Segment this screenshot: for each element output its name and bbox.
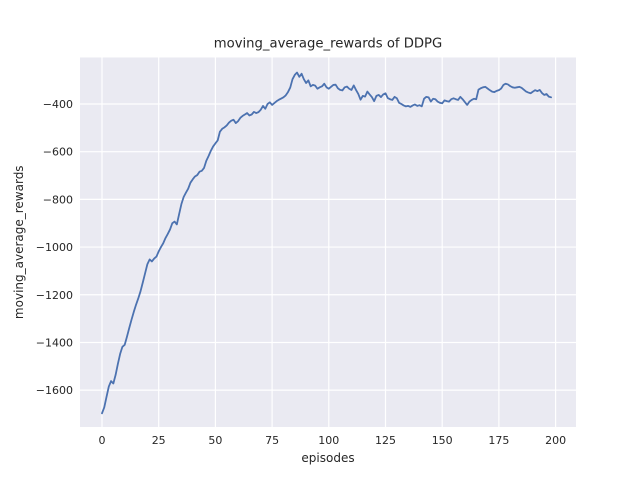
gridlines (80, 57, 576, 427)
y-tick-label: −600 (43, 146, 73, 159)
x-tick-label: 125 (375, 434, 396, 447)
x-tick-label: 0 (98, 434, 105, 447)
y-tick-label: −1200 (36, 289, 73, 302)
y-tick-label: −1600 (36, 384, 73, 397)
x-tick-label: 50 (208, 434, 222, 447)
x-axis-label: episodes (301, 451, 354, 465)
chart-title: moving_average_rewards of DDPG (214, 37, 442, 52)
y-axis-label: moving_average_rewards (12, 165, 26, 319)
y-tick-label: −1000 (36, 241, 73, 254)
x-tick-label: 175 (488, 434, 509, 447)
x-tick-label: 150 (432, 434, 453, 447)
y-tick-label: −800 (43, 193, 73, 206)
x-tick-label: 200 (545, 434, 566, 447)
x-tick-label: 75 (265, 434, 279, 447)
y-tick-label: −1400 (36, 336, 73, 349)
x-tick-label: 25 (152, 434, 166, 447)
plot-area (80, 57, 576, 427)
reward-line-layer (101, 71, 552, 415)
x-tick-label: 100 (318, 434, 339, 447)
reward-line (101, 71, 552, 415)
tick-labels: 0 25 50 75 100 125 150 175 200 −400 −600 −800 −1000 −… (36, 98, 566, 447)
y-tick-label: −400 (43, 98, 73, 111)
